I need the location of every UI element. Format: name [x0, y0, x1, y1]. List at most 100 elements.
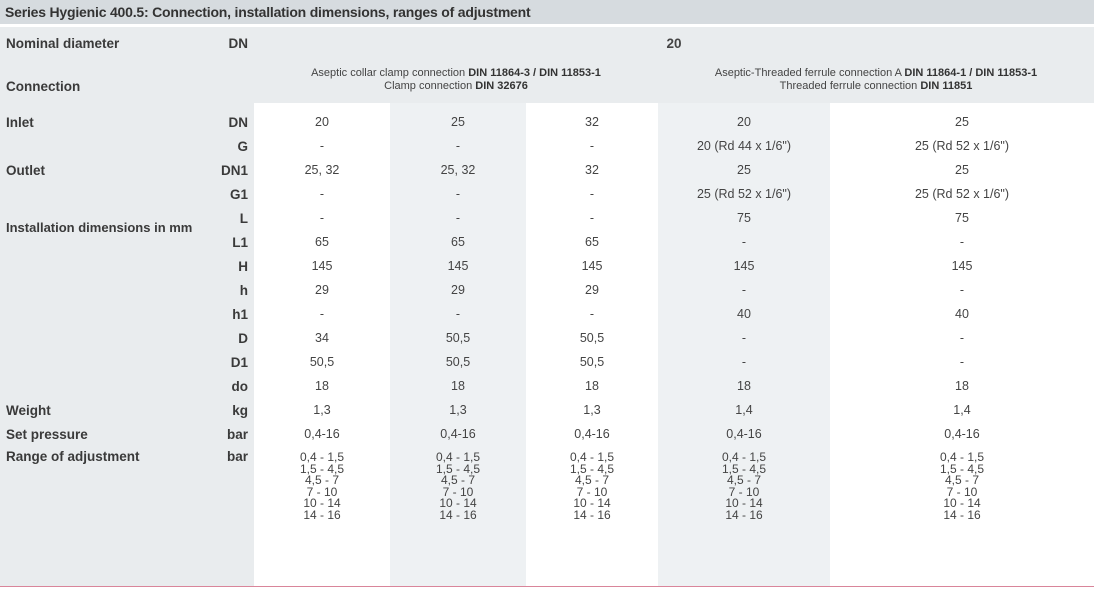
table-cell: 29	[315, 283, 329, 297]
table-cell: -	[319, 139, 325, 153]
table-cell: -	[319, 211, 325, 225]
table-cell: -	[741, 355, 747, 369]
connection-label: Connection	[6, 79, 81, 94]
range-value: 14 - 16	[573, 507, 611, 522]
table-cell: 145	[311, 259, 333, 273]
range-value: 4,5 - 7	[304, 473, 340, 487]
range-value: 10 - 14	[573, 496, 611, 510]
table-cell: 25, 32	[440, 163, 476, 177]
table-cell: -	[959, 331, 965, 345]
nominal-diameter-value: 20	[666, 36, 682, 51]
range-value: 1,5 - 4,5	[939, 461, 985, 476]
table-cell: -	[741, 283, 747, 297]
table-cell: 145	[581, 259, 603, 273]
range-value: 7 - 10	[442, 484, 474, 499]
table-cell: 1,3	[583, 403, 601, 417]
range-value: 1,5 - 4,5	[435, 461, 481, 476]
table-cell: 1,4	[953, 403, 971, 417]
table-cell: 50,5	[445, 331, 471, 345]
table-cell: 65	[315, 235, 329, 249]
table-cell: -	[455, 211, 461, 225]
table-cell: 0,4-16	[440, 427, 476, 441]
range-value: 14 - 16	[303, 507, 341, 522]
table-cell: 18	[451, 379, 465, 393]
row-unit: D1	[230, 355, 248, 370]
row-unit: DN1	[220, 163, 248, 178]
nominal-diameter-unit: DN	[228, 36, 249, 51]
row-unit: DN	[228, 115, 249, 130]
table-cell: -	[319, 307, 325, 321]
range-value: 4,5 - 7	[440, 473, 476, 487]
table-cell: 50,5	[445, 355, 471, 369]
table-cell: 18	[315, 379, 329, 393]
table-cell: 18	[955, 379, 969, 393]
shaded-column-bg	[390, 103, 526, 586]
table-cell: 0,4-16	[304, 427, 340, 441]
label-column-bg	[0, 27, 254, 586]
range-value: 7 - 10	[306, 484, 338, 499]
table-cell: 0,4-16	[944, 427, 980, 441]
range-value: 1,5 - 4,5	[569, 461, 615, 476]
range-value: 14 - 16	[439, 507, 477, 522]
range-value: 4,5 - 7	[726, 473, 762, 487]
table-cell: 34	[315, 331, 329, 345]
table-cell: 20	[737, 115, 751, 129]
table-cell: -	[741, 331, 747, 345]
table-cell: 65	[585, 235, 599, 249]
range-of-adjustment-label: Range of adjustment	[6, 449, 140, 464]
table-cell: -	[589, 307, 595, 321]
table-cell: 65	[451, 235, 465, 249]
header-band-bg	[0, 27, 1094, 103]
table-cell: 25	[451, 115, 465, 129]
table-cell: 0,4-16	[574, 427, 610, 441]
table-cell: 25, 32	[304, 163, 340, 177]
range-value: 0,4 - 1,5	[299, 450, 345, 464]
connection-clamp-text: Aseptic collar clamp connection DIN 1186…	[311, 67, 601, 92]
row-unit: H	[238, 259, 248, 274]
table-cell: 145	[951, 259, 973, 273]
row-unit: D	[238, 331, 248, 346]
table-cell: 40	[955, 307, 969, 321]
table-cell: -	[455, 139, 461, 153]
bottom-rule	[0, 586, 1094, 587]
range-value: 7 - 10	[576, 484, 608, 499]
table-cell: 25	[955, 163, 969, 177]
table-cell: 25 (Rd 52 x 1/6")	[914, 187, 1010, 201]
range-value: 7 - 10	[728, 484, 760, 499]
range-value: 1,5 - 4,5	[721, 461, 767, 476]
table-cell: 145	[733, 259, 755, 273]
row-unit: G1	[229, 187, 248, 202]
table-grid: Nominal diameter DN 20 Connection Aseptic co…	[0, 27, 1094, 586]
row-unit: G	[237, 139, 248, 154]
range-value: 14 - 16	[725, 507, 763, 522]
table-cell: -	[741, 235, 747, 249]
row-unit: h1	[232, 307, 248, 322]
range-value: 0,4 - 1,5	[569, 450, 615, 464]
range-value: 0,4 - 1,5	[435, 450, 481, 464]
table-cell: 50,5	[579, 331, 605, 345]
table-cell: 18	[585, 379, 599, 393]
table-title: Series Hygienic 400.5: Connection, insta…	[0, 0, 1094, 27]
range-value: 14 - 16	[943, 507, 981, 522]
weight-label: Weight	[6, 403, 51, 418]
table-cell: 1,4	[735, 403, 753, 417]
range-value: 1,5 - 4,5	[299, 461, 345, 476]
installation-dimensions-label: Installation dimensions in mm	[6, 220, 193, 235]
table-cell: 0,4-16	[726, 427, 762, 441]
table-cell: -	[959, 283, 965, 297]
table-cell: 25	[955, 115, 969, 129]
row-unit: bar	[226, 427, 248, 442]
row-unit: kg	[232, 403, 248, 418]
range-value: 0,4 - 1,5	[939, 450, 985, 464]
table-cell: -	[589, 187, 595, 201]
row-unit: L	[239, 211, 248, 226]
table-cell: 25 (Rd 52 x 1/6")	[914, 139, 1010, 153]
table-cell: 50,5	[309, 355, 335, 369]
shaded-column-bg	[658, 103, 830, 586]
